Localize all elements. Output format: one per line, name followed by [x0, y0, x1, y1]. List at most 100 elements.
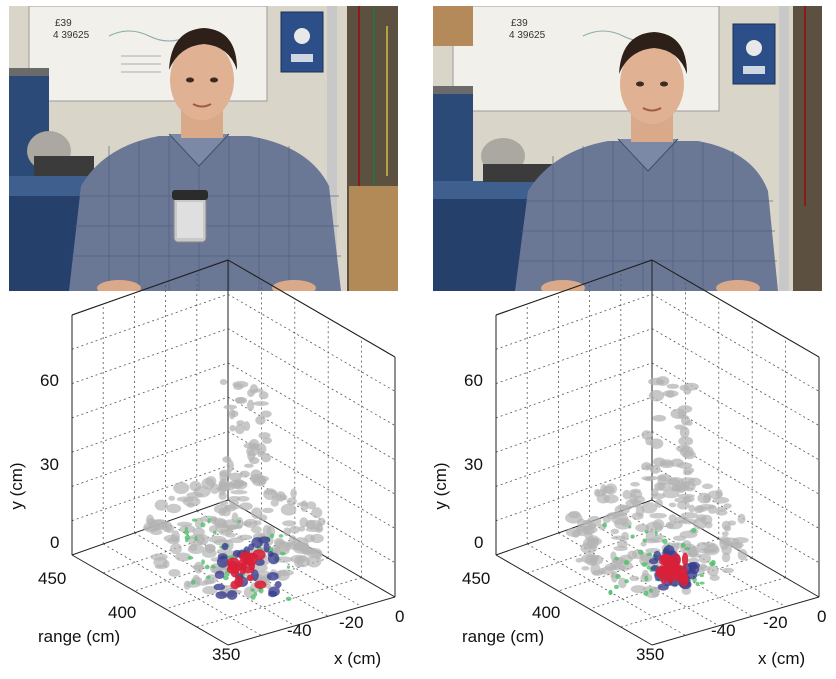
radar-blob [701, 483, 713, 490]
grid-line [495, 396, 653, 453]
x-axis-label: x (cm) [758, 649, 805, 668]
radar-blob [289, 525, 301, 534]
radar-blob [683, 470, 692, 476]
radar-blob-green [646, 552, 653, 557]
radar-blob [275, 491, 286, 502]
grid-line [495, 431, 653, 487]
radar-blob [168, 495, 175, 501]
radar-blob [703, 545, 720, 556]
radar-blob-green [285, 596, 292, 602]
radar-blob [698, 503, 715, 510]
radar-blob [674, 497, 692, 503]
range-tick-400: 400 [108, 603, 136, 622]
x-tick-minus40: -40 [287, 621, 312, 640]
radar-blob-red [254, 580, 267, 590]
radar-blob-red [244, 551, 252, 565]
radar-blob-green [250, 588, 255, 592]
radar-blob [584, 554, 598, 566]
radar-blob [310, 533, 324, 544]
radar-blob [677, 500, 690, 510]
radar-blob [237, 534, 253, 541]
radar-blob [243, 421, 251, 432]
radar-blob-red [671, 563, 680, 577]
radar-blob [737, 513, 746, 524]
radar-blob-green [279, 551, 286, 556]
grid-line [495, 293, 653, 350]
radar-blob [173, 481, 190, 494]
grid-line [495, 362, 653, 419]
radar-blob [595, 489, 607, 497]
y-tick-0: 0 [50, 533, 59, 552]
radar-blob-red [681, 552, 689, 566]
grid-line [651, 328, 820, 426]
radar-blob-green [185, 537, 189, 543]
radar-blob-blue [653, 550, 662, 561]
radar-blob [236, 420, 245, 426]
radar-blob [215, 524, 233, 534]
radar-blob-green [183, 530, 190, 535]
radar-blob [243, 463, 254, 468]
floor-grid-line [102, 543, 262, 636]
radar-blob [657, 473, 672, 482]
radar-blob [239, 470, 250, 478]
grid-line [227, 396, 396, 495]
photo-right: £39 4 39625 [433, 6, 822, 291]
grid-line [651, 293, 820, 392]
radar-blob-green [644, 530, 649, 534]
radar-blob-green [641, 562, 648, 567]
radar-blob-green [613, 584, 619, 590]
radar-blob-red [671, 553, 681, 567]
radar-blob [656, 482, 671, 491]
radar-blob-blue [213, 583, 226, 591]
radar-blob [610, 570, 619, 583]
radar-blob [630, 488, 641, 494]
radar-blob [649, 438, 664, 449]
radar-blob [208, 535, 227, 544]
radar-blob-green [638, 549, 644, 555]
radar-blob [709, 574, 720, 581]
radar-blob [648, 390, 665, 402]
grid-line [227, 328, 396, 426]
radar-blob [236, 495, 250, 502]
radar-blob [149, 519, 167, 530]
grid-line [71, 362, 229, 419]
radar-blob [641, 476, 653, 481]
radar-blob [625, 498, 642, 508]
radar-blob [660, 459, 674, 467]
radar-blob [228, 408, 236, 420]
radar-blob [228, 472, 242, 482]
floor-grid-line [558, 538, 719, 592]
radar-blob [662, 390, 679, 398]
radar-blob-green [684, 546, 691, 551]
concealed-object [172, 190, 208, 243]
radar-blob-green [187, 555, 194, 560]
radar-blob-blue [688, 561, 700, 570]
radar-blob-green [206, 575, 211, 580]
radar-blob-red [226, 564, 241, 574]
radar-blob [261, 452, 272, 463]
radar-blob [234, 423, 245, 435]
range-tick-350: 350 [212, 645, 240, 664]
radar-blob-green [680, 542, 686, 548]
radar-blob [662, 489, 680, 499]
grid-line [71, 396, 229, 453]
grid-line [71, 431, 229, 487]
x-tick-minus20: -20 [339, 613, 364, 632]
radar-blob [247, 389, 255, 397]
range-axis-label: range (cm) [462, 627, 544, 646]
radar-blob-green [270, 533, 275, 539]
radar-blob [641, 430, 653, 440]
radar-blob [260, 410, 272, 418]
radar-blob-blue [648, 558, 659, 565]
y-tick-30: 30 [40, 455, 59, 474]
radar-blob [581, 566, 590, 571]
radar-blob-green [200, 522, 206, 528]
radar-blob [575, 557, 583, 563]
svg-text:4 39625: 4 39625 [509, 30, 546, 41]
radar-blob [275, 539, 285, 549]
radar-blob [216, 548, 227, 555]
grid-line [495, 328, 653, 384]
radar-blob-green [699, 573, 704, 578]
head [170, 40, 234, 120]
radar-blob [252, 520, 262, 526]
